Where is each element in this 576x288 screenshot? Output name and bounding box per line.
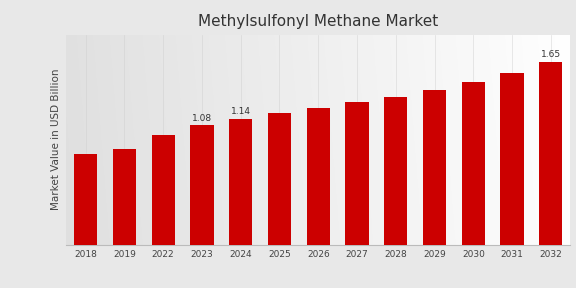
Bar — [539, 62, 563, 245]
Bar — [268, 113, 291, 245]
Bar — [190, 125, 214, 245]
Title: Methylsulfonyl Methane Market: Methylsulfonyl Methane Market — [198, 14, 438, 29]
Bar — [346, 102, 369, 245]
Bar — [151, 135, 175, 245]
Bar — [113, 149, 136, 245]
Bar — [74, 154, 97, 245]
Bar — [229, 119, 252, 245]
Y-axis label: Market Value in USD Billion: Market Value in USD Billion — [51, 69, 60, 211]
Bar — [501, 73, 524, 245]
Text: 1.65: 1.65 — [541, 50, 561, 59]
Bar — [384, 96, 407, 245]
Bar — [306, 108, 330, 245]
Text: 1.14: 1.14 — [231, 107, 251, 116]
Bar — [462, 82, 485, 245]
Bar — [423, 90, 446, 245]
Text: 1.08: 1.08 — [192, 113, 212, 122]
